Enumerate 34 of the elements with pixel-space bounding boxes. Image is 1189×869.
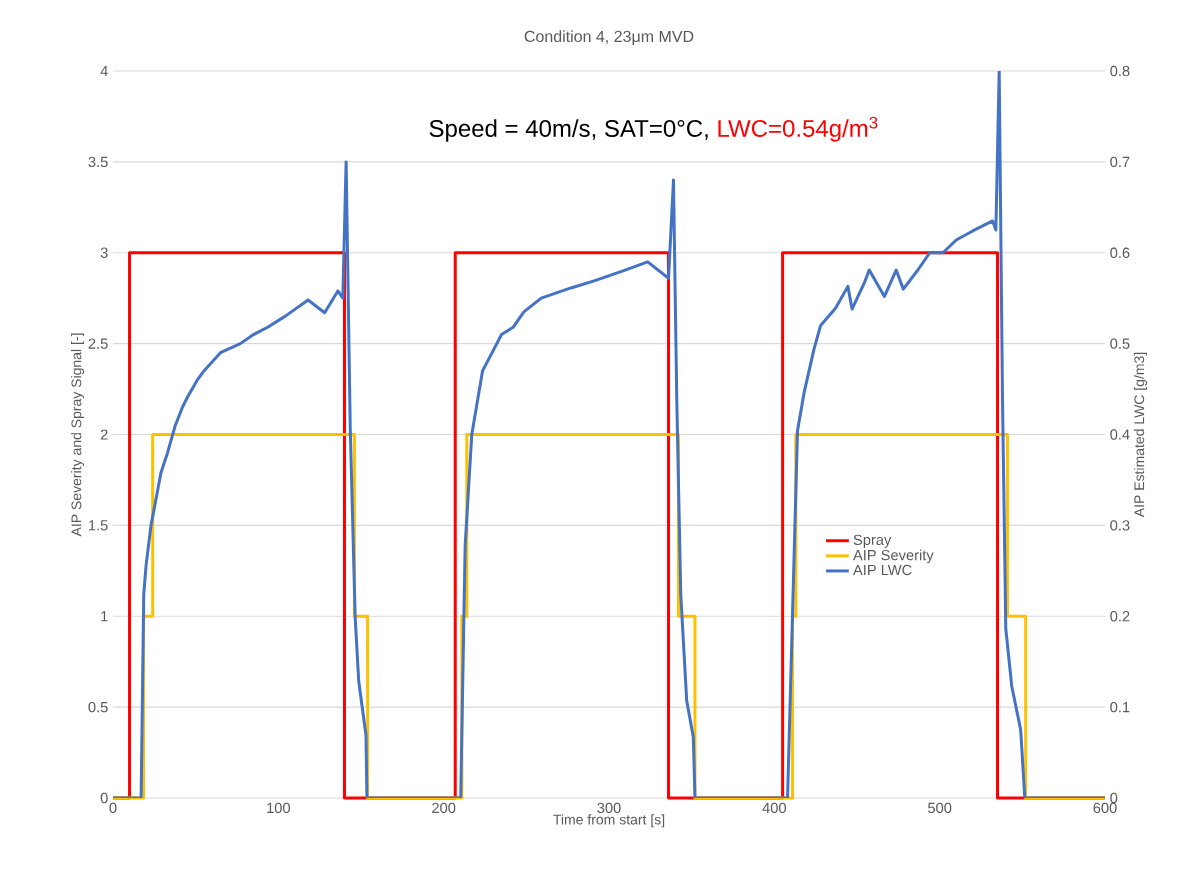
x-axis-title: Time from start [s] [553,814,665,828]
y2-tick-label: 0.2 [1110,611,1130,622]
x-tick-label: 400 [762,802,786,814]
y2-tick-label: 0.8 [1110,65,1130,77]
legend-label: AIP LWC [853,564,912,576]
chart-title: Condition 4, 23μm MVD [524,30,694,45]
y-tick-label: 4 [100,65,108,77]
legend-label: AIP Severity [853,549,934,564]
y-tick-label: 1 [101,611,108,622]
y-tick-label: 1.5 [89,520,108,531]
y2-tick-label: 0 [1110,792,1118,804]
y2-tick-label: 0.5 [1110,338,1130,349]
x-tick-label: 100 [267,802,290,814]
x-tick-label: 600 [1093,802,1117,814]
y-tick-label: 0 [100,792,108,804]
y2-tick-label: 0.1 [1110,701,1130,713]
x-tick-label: 0 [109,802,117,814]
y2-tick-label: 0.4 [1110,429,1130,440]
y-tick-label: 0.5 [88,701,108,713]
y2-tick-label: 0.3 [1110,520,1130,531]
y-axis-title: AIP Severity and Spray Signal [-] [71,333,85,537]
y-tick-label: 2 [100,429,108,440]
y-tick-label: 3 [100,247,108,258]
y-tick-label: 3.5 [88,156,108,168]
y2-tick-label: 0.7 [1110,156,1130,168]
annotation: LWC=0.54g/m$^{3}$ [718,116,878,142]
x-tick-label: 300 [597,802,621,814]
legend-label: Spray [853,534,892,548]
y2-tick-label: 0.6 [1110,247,1130,258]
y2-axis-title: AIP Estimated LWC [g/m3] [1133,352,1147,518]
y-tick-label: 2.5 [88,338,108,349]
x-tick-label: 500 [928,802,952,814]
annotation: Speed = 40m/s, SAT=0°C, [429,119,708,142]
x-tick-label: 200 [432,802,456,814]
